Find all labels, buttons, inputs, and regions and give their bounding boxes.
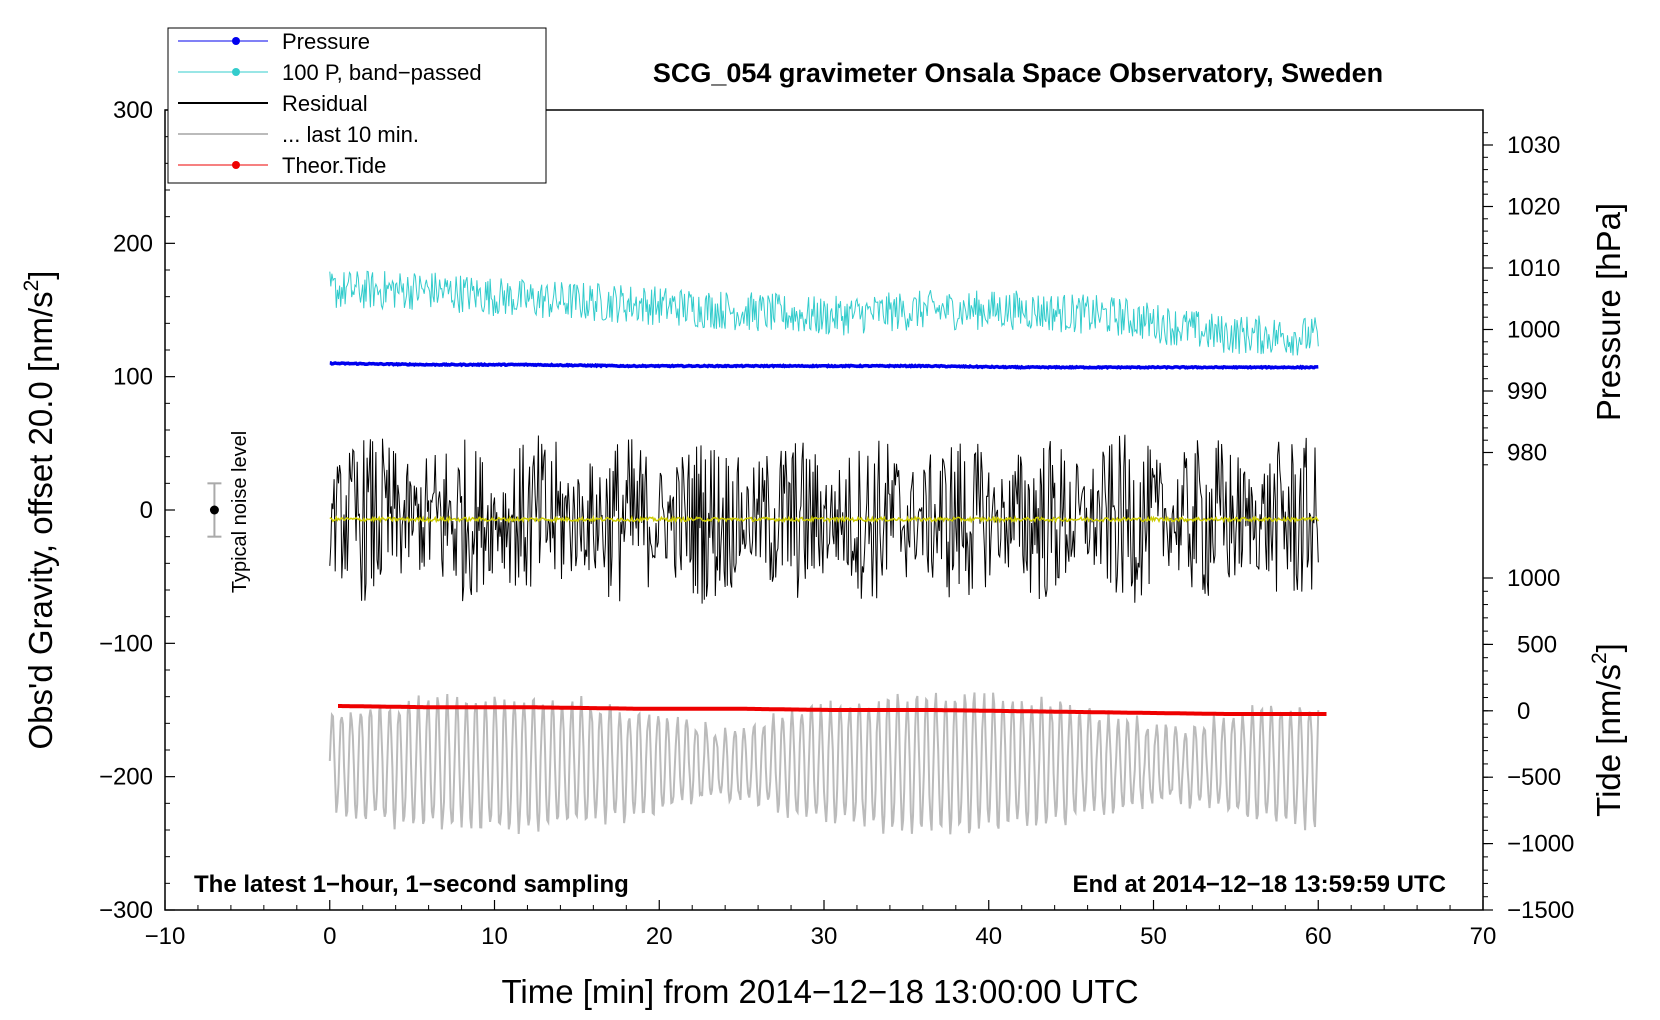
pressure-tick-label: 1000 [1507,317,1560,344]
y-axis-label-close: ] [22,271,59,280]
series-theoretical-tide [338,704,1327,716]
y-tick-label: −100 [99,630,153,657]
pressure-tick-label: 990 [1507,378,1547,405]
pressure-tick-label: 1010 [1507,255,1560,282]
chart-title: SCG_054 gravimeter Onsala Space Observat… [653,58,1383,88]
x-axis-ticks: −10 0 10 20 30 40 50 60 70 [145,900,1497,950]
y-axis-label: Obs'd Gravity, offset 20.0 [nm/s2] [20,271,59,750]
x-tick-label: 10 [481,923,508,950]
x-tick-label: 50 [1140,923,1167,950]
legend-label: Pressure [282,29,370,54]
x-tick-label: 20 [646,923,673,950]
x-tick-label: 30 [811,923,838,950]
y-tick-label: 100 [113,364,153,391]
y-axis-label-sup: 2 [20,280,43,292]
legend-marker [232,161,240,169]
legend-label: ... last 10 min. [282,122,419,147]
y-axis-ticks: 300 200 100 0 −100 −200 −300 [99,97,175,924]
x-tick-label: 40 [975,923,1002,950]
series-residual-mean [329,514,1319,524]
y-axis-label-main: Obs'd Gravity, offset 20.0 [nm/s [22,291,59,749]
legend-label: 100 P, band−passed [282,60,482,85]
tide-tick-label: −1500 [1507,897,1574,924]
pressure-axis-ticks: 1030 1020 1010 1000 990 980 [1483,132,1560,467]
tide-tick-label: −500 [1507,764,1561,791]
annotation-sampling: The latest 1−hour, 1−second sampling [194,871,629,898]
pressure-tick-label: 1020 [1507,194,1560,221]
x-axis-label: Time [min] from 2014−12−18 13:00:00 UTC [501,973,1138,1010]
noise-level-label: Typical noise level [229,431,251,593]
legend: Pressure 100 P, band−passed Residual ... la… [178,29,482,178]
x-tick-label: 0 [323,923,336,950]
tide-tick-label: 0 [1517,698,1530,725]
series-layer [328,270,1327,835]
tide-tick-label: 500 [1517,631,1557,658]
y-tick-label: 300 [113,97,153,124]
noise-bar [207,482,222,538]
tide-tick-label: −1000 [1507,831,1574,858]
legend-marker [232,37,240,45]
x-tick-label: −10 [145,923,186,950]
legend-marker [232,68,240,76]
tide-tick-label: 1000 [1507,565,1560,592]
y-tick-label: −300 [99,897,153,924]
pressure-axis-label: Pressure [hPa] [1590,203,1627,421]
noise-bar-point [209,505,219,515]
y-tick-label: 200 [113,230,153,257]
series-pressure-bandpassed [329,270,1319,356]
y-tick-label: −200 [99,764,153,791]
tide-axis-label-close: ] [1590,643,1627,652]
y-tick-label: 0 [140,497,153,524]
tide-axis-label: Tide [nm/s2] [1588,643,1627,817]
x-tick-label: 70 [1470,923,1497,950]
annotation-end-time: End at 2014−12−18 13:59:59 UTC [1072,871,1446,898]
pressure-tick-label: 980 [1507,440,1547,467]
tide-axis-ticks: 1000 500 0 −500 −1000 −1500 [1483,565,1574,924]
pressure-tick-label: 1030 [1507,132,1560,159]
series-residual [329,434,1319,604]
legend-box [167,27,547,184]
legend-label: Residual [282,91,368,116]
tide-axis-label-sup: 2 [1588,652,1611,664]
series-last-10-min [328,692,1320,835]
x-tick-label: 60 [1305,923,1332,950]
tide-axis-label-main: Tide [nm/s [1590,664,1627,817]
legend-label: Theor.Tide [282,153,386,178]
series-pressure [329,361,1319,371]
